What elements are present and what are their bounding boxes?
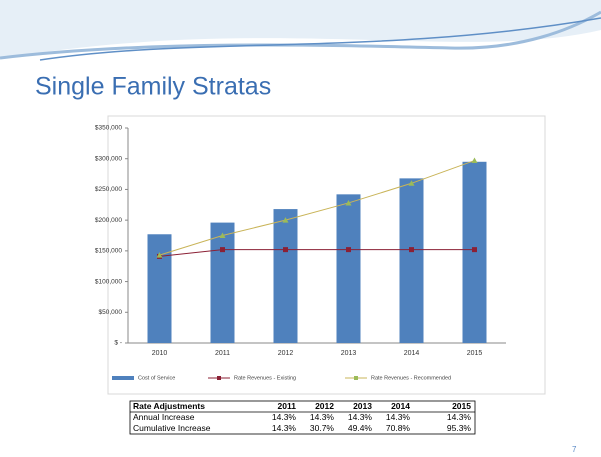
y-tick-label: $50,000 [99, 309, 123, 316]
table-header-cell: 2014 [391, 401, 410, 411]
table-cell: 70.8% [386, 423, 411, 433]
table-header-cell: 2011 [278, 401, 297, 411]
table-cell: 95.3% [447, 423, 472, 433]
marker [408, 180, 415, 186]
table: Rate Adjustments 2011 2012 2013 2014 2015 Annu… [129, 400, 476, 435]
legend-label: Rate Revenues - Recommended [371, 375, 451, 381]
table-cell: 14.3% [348, 412, 373, 422]
bar [273, 209, 298, 343]
table-cell: 14.3% [272, 423, 297, 433]
y-tick-label: $300,000 [95, 155, 122, 162]
y-tick-label: $150,000 [95, 248, 122, 255]
bar [336, 194, 361, 343]
y-tick-label: $200,000 [95, 217, 122, 224]
y-tick-label: $ - [114, 340, 122, 347]
marker [345, 199, 352, 206]
marker [346, 247, 351, 253]
table-cell: 14.3% [447, 412, 472, 422]
marker [472, 247, 477, 253]
table-cell: Annual Increase [133, 412, 195, 422]
line [159, 249, 475, 257]
legend-swatch [112, 376, 134, 380]
x-tick-label: 2014 [404, 350, 420, 357]
table-header-cell: Rate Adjustments [133, 401, 205, 411]
table-header-cell: 2012 [315, 401, 334, 411]
x-tick-label: 2015 [467, 350, 483, 357]
x-tick-label: 2010 [152, 350, 168, 357]
x-tick-label: 2012 [278, 350, 294, 357]
marker [283, 247, 288, 253]
table-border [129, 400, 476, 435]
x-tick-label: 2011 [215, 350, 230, 357]
legend-marker [354, 376, 358, 380]
marker [156, 252, 163, 258]
bar [147, 234, 172, 343]
slide-title: Single Family Stratas [35, 73, 271, 101]
swoosh [0, 10, 601, 60]
table-cell: 14.3% [386, 412, 411, 422]
chart: $ - $50,000 $100,000 $150,000 $200,000 $250,0… [95, 125, 506, 381]
header-band [0, 0, 601, 58]
y-tick-label: $100,000 [95, 278, 122, 285]
legend-marker [217, 376, 221, 380]
table-cell: 14.3% [272, 412, 297, 422]
legend-label: Cost of Service [138, 375, 175, 381]
line [159, 160, 475, 256]
table-cell: 14.3% [310, 412, 335, 422]
table-cell: 49.4% [348, 423, 373, 433]
bar [210, 222, 235, 343]
table-header-cell: 2013 [353, 401, 372, 411]
y-tick-label: $350,000 [95, 125, 122, 132]
marker [409, 247, 414, 253]
bar [462, 161, 487, 343]
marker [471, 157, 478, 164]
swoosh [39, 17, 601, 61]
legend-label: Rate Revenues - Existing [234, 375, 296, 381]
x-tick-label: 2013 [341, 350, 357, 357]
marker [282, 217, 289, 223]
table-cell: 30.7% [310, 423, 335, 433]
page-number: 7 [572, 445, 577, 454]
marker [219, 232, 226, 238]
marker [220, 247, 225, 253]
bar [399, 178, 424, 343]
table-header-cell: 2015 [452, 401, 471, 411]
table-cell: Cumulative Increase [133, 423, 211, 433]
y-tick-label: $250,000 [95, 186, 122, 193]
